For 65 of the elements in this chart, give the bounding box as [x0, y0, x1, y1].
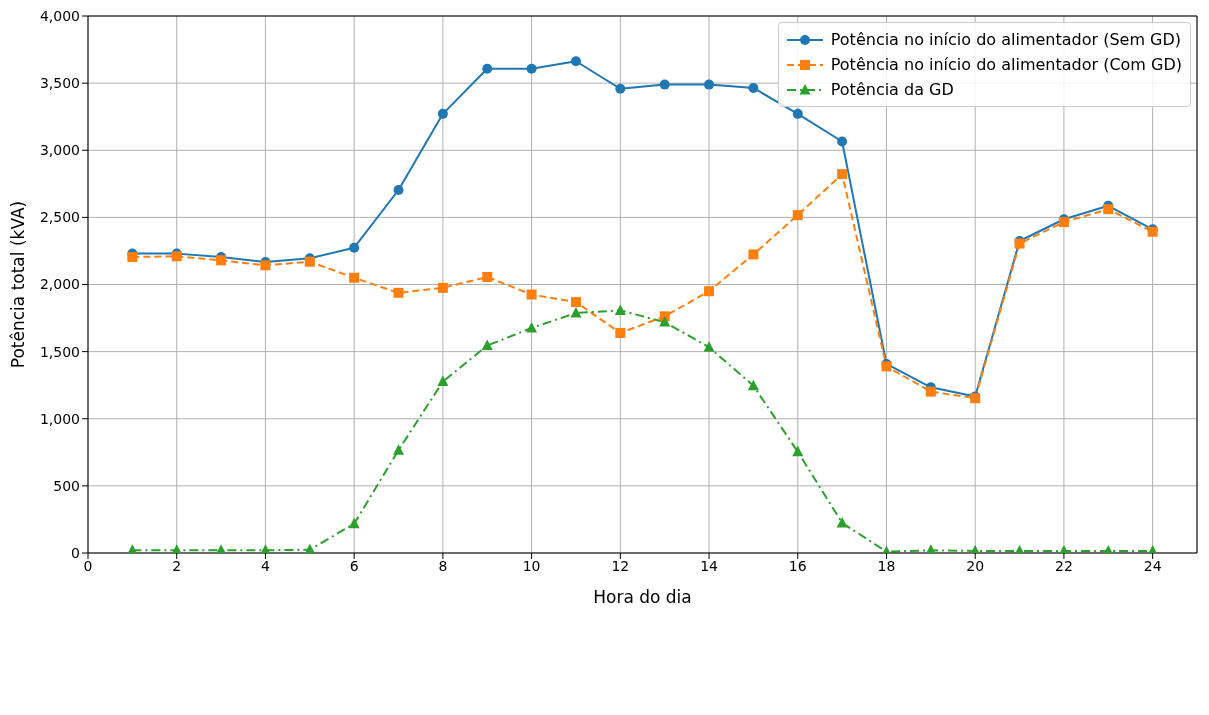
y-tick-label: 0 — [71, 544, 80, 561]
point — [348, 517, 360, 529]
point — [1103, 204, 1114, 215]
x-tick-label: 24 — [1143, 557, 1162, 574]
point — [482, 63, 493, 74]
point — [748, 249, 759, 260]
point — [437, 282, 448, 293]
y-tick-label: 1,000 — [39, 410, 80, 427]
legend-label: Potência da GD — [830, 80, 954, 99]
x-tick-label: 8 — [438, 557, 448, 574]
x-tick-label: 14 — [700, 557, 719, 574]
point — [526, 289, 537, 300]
point — [703, 341, 715, 352]
point — [615, 327, 626, 338]
y-axis-title: Potência total (kVA) — [8, 200, 29, 369]
point — [570, 297, 581, 308]
x-tick-label: 22 — [1055, 557, 1073, 574]
y-tick-label: 500 — [53, 477, 80, 494]
point — [659, 79, 670, 90]
y-tick-label: 4,000 — [39, 7, 80, 24]
point — [482, 271, 493, 282]
y-tick-label: 1,500 — [39, 343, 80, 360]
point — [349, 272, 360, 283]
point — [615, 83, 626, 94]
y-tick-label: 3,000 — [39, 142, 80, 159]
point — [836, 516, 848, 528]
point — [925, 386, 936, 397]
point — [526, 322, 538, 333]
point — [837, 136, 848, 147]
point — [659, 316, 671, 327]
point — [570, 56, 581, 67]
x-tick-label: 2 — [172, 557, 182, 574]
point — [216, 255, 227, 266]
point — [393, 444, 405, 455]
point — [349, 242, 360, 253]
point — [837, 169, 848, 180]
point — [393, 287, 404, 298]
point — [747, 379, 759, 391]
point — [614, 304, 626, 315]
x-tick-label: 10 — [522, 557, 541, 574]
x-tick-label: 12 — [611, 557, 630, 574]
x-axis-title: Hora do dia — [593, 587, 692, 607]
point — [260, 260, 271, 271]
y-tick-label: 2,000 — [39, 276, 80, 293]
x-tick-label: 20 — [966, 557, 985, 574]
point — [393, 184, 404, 195]
point — [437, 108, 448, 119]
point — [437, 375, 449, 387]
x-tick-label: 4 — [260, 557, 270, 574]
x-tick-label: 16 — [788, 557, 807, 574]
legend-label: Potência no início do alimentador (Com GD) — [830, 55, 1182, 74]
point — [748, 82, 759, 93]
x-tick-label: 6 — [349, 557, 359, 574]
point — [526, 63, 537, 74]
point — [704, 286, 715, 297]
x-tick-label: 18 — [877, 557, 896, 574]
point — [792, 108, 803, 119]
y-tick-label: 2,500 — [39, 209, 80, 226]
point — [792, 210, 803, 221]
point — [792, 445, 804, 457]
y-tick-label: 3,500 — [39, 75, 80, 92]
point — [704, 79, 715, 90]
point — [481, 339, 493, 351]
x-tick-label: 0 — [83, 557, 93, 574]
legend-label: Potência no início do alimentador (Sem GD) — [830, 30, 1182, 49]
